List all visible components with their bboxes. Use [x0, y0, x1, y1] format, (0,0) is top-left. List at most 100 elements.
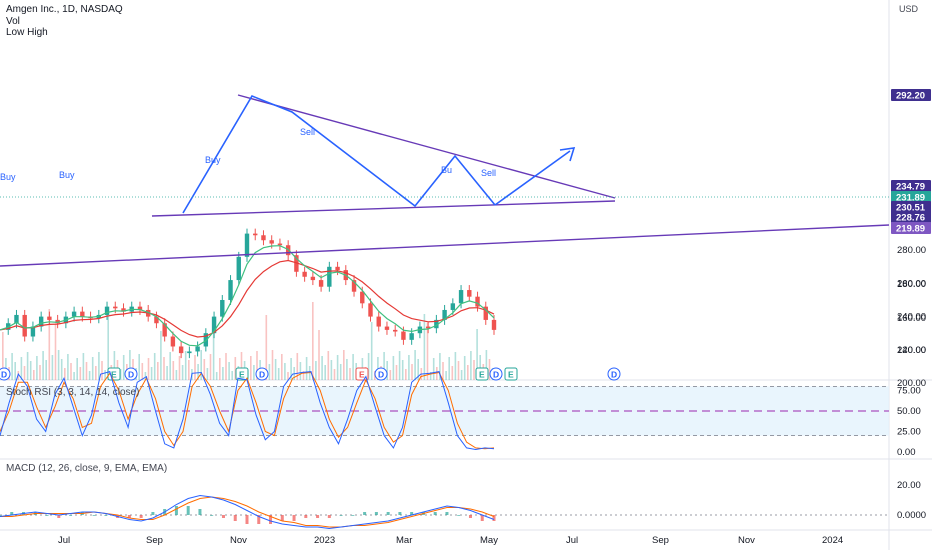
- macd-line: [0, 494, 495, 530]
- volume-bar: [370, 322, 373, 380]
- stoch-tick-label: 50.00: [897, 406, 921, 417]
- dividend-marker-label: D: [493, 370, 499, 380]
- candle-body: [409, 333, 414, 340]
- volume-bar: [256, 351, 258, 380]
- macd-tick-label: 0.0000: [897, 510, 926, 521]
- volume-bar: [401, 360, 404, 380]
- volume-bar: [417, 359, 419, 380]
- trade-signal-buy: Buy: [0, 172, 16, 182]
- time-axis-label: Mar: [396, 535, 412, 546]
- volume-bar: [113, 351, 116, 380]
- volume-bar: [346, 359, 348, 380]
- volume-bar: [240, 352, 243, 380]
- earnings-marker: [235, 367, 249, 381]
- macd-histogram-bar: [445, 512, 449, 515]
- macd-histogram-bar: [174, 506, 178, 515]
- volume-bar: [395, 365, 398, 380]
- volume-bar: [29, 361, 32, 380]
- time-axis-label: 2024: [822, 535, 843, 546]
- volume-bar: [439, 353, 441, 380]
- volume-bar: [296, 353, 299, 380]
- price-label: 219.89: [896, 224, 925, 235]
- price-label: 228.76: [896, 213, 925, 224]
- volume-bar: [91, 357, 94, 380]
- volume-bar: [129, 350, 131, 380]
- volume-bar: [302, 371, 305, 380]
- volume-indicator-label[interactable]: Vol: [6, 16, 20, 27]
- triangle-upper-line: [237, 94, 616, 199]
- candle-body: [475, 296, 480, 307]
- volume-bar: [95, 366, 97, 380]
- volume-bar: [333, 369, 336, 380]
- volume-bar: [36, 356, 38, 380]
- volume-bar: [101, 361, 103, 380]
- macd-histogram-bar: [104, 515, 108, 516]
- dividend-marker: [124, 367, 138, 381]
- candle-body: [47, 316, 52, 320]
- volume-bar: [405, 369, 407, 380]
- volume-bar: [138, 354, 140, 380]
- macd-signal-line: [0, 496, 495, 528]
- volume-bar: [398, 351, 401, 380]
- volume-bar: [253, 365, 255, 380]
- earnings-marker-label: E: [359, 370, 365, 380]
- candle-body: [178, 346, 184, 354]
- macd-histogram-bar: [374, 512, 378, 515]
- volume-bar: [448, 357, 450, 380]
- candle-body: [162, 323, 167, 337]
- volume-bar: [336, 355, 339, 380]
- macd-histogram-bar: [468, 515, 472, 518]
- macd-title[interactable]: MACD (12, 26, close, 9, EMA, EMA): [6, 463, 168, 474]
- candle-body: [22, 314, 27, 337]
- volume-bar: [172, 361, 175, 380]
- ema-fast-line: [0, 245, 495, 347]
- trade-signal-buy: Bu: [441, 165, 452, 175]
- earnings-marker-label: E: [479, 370, 485, 380]
- volume-bar: [231, 371, 233, 380]
- macd-histogram-bar: [363, 512, 367, 515]
- volume-bar: [467, 365, 469, 380]
- volume-bar: [389, 370, 392, 380]
- candle-body: [211, 316, 217, 334]
- volume-bar: [411, 364, 413, 380]
- volume-bar: [460, 370, 463, 380]
- candle-body: [154, 316, 159, 324]
- low-high-indicator-label[interactable]: Low High: [6, 27, 48, 38]
- symbol-title[interactable]: Amgen Inc., 1D, NASDAQ: [6, 4, 123, 15]
- earnings-marker: [355, 367, 369, 381]
- volume-bar: [305, 357, 308, 380]
- candle-body: [38, 316, 44, 327]
- volume-bar: [367, 353, 370, 380]
- volume-bar: [234, 357, 237, 380]
- candle-body: [277, 243, 283, 246]
- candle-body: [368, 303, 373, 317]
- candle-body: [335, 266, 340, 271]
- price-label: 234.79: [896, 182, 925, 193]
- volume-bar: [163, 357, 165, 380]
- macd-histogram-bar: [304, 515, 308, 518]
- volume-bar: [215, 372, 218, 380]
- earnings-marker-label: E: [111, 370, 117, 380]
- volume-bar: [339, 364, 342, 380]
- candle-body: [220, 300, 225, 317]
- candle-body: [137, 306, 143, 310]
- candle-body: [71, 311, 77, 317]
- volume-bar: [442, 362, 444, 380]
- macd-histogram-bar: [198, 509, 202, 515]
- triangle-lower-line: [151, 200, 616, 217]
- volume-bar: [157, 362, 159, 380]
- volume-bar: [445, 371, 447, 380]
- volume-bar: [60, 359, 63, 380]
- candle-body: [244, 233, 250, 257]
- macd-histogram-bar: [386, 512, 390, 515]
- candle-body: [376, 316, 381, 327]
- stoch-rsi-title[interactable]: Stoch RSI (3, 3, 14, 14, close): [6, 387, 140, 398]
- macd-histogram-bar: [269, 515, 273, 524]
- volume-bar: [122, 355, 125, 380]
- candle-body: [170, 336, 176, 347]
- volume-bar: [82, 353, 85, 380]
- macd-histogram-bar: [433, 512, 437, 515]
- candle-body: [434, 319, 439, 329]
